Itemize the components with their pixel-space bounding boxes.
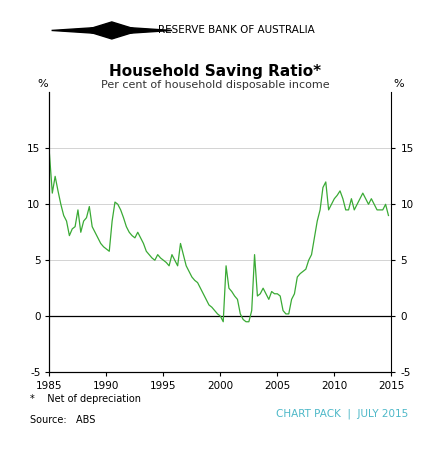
Text: %: % [393, 79, 404, 89]
Text: %: % [37, 79, 48, 89]
Polygon shape [52, 27, 103, 34]
Text: *    Net of depreciation: * Net of depreciation [30, 394, 141, 404]
Text: Per cent of household disposable income: Per cent of household disposable income [101, 80, 329, 90]
Text: RESERVE BANK OF AUSTRALIA: RESERVE BANK OF AUSTRALIA [158, 25, 315, 36]
Text: Source:   ABS: Source: ABS [30, 415, 95, 425]
Polygon shape [102, 29, 121, 32]
Polygon shape [120, 27, 172, 34]
Polygon shape [88, 22, 135, 29]
Polygon shape [88, 32, 135, 39]
Text: Household Saving Ratio*: Household Saving Ratio* [109, 64, 321, 79]
Text: CHART PACK  |  JULY 2015: CHART PACK | JULY 2015 [276, 409, 408, 419]
